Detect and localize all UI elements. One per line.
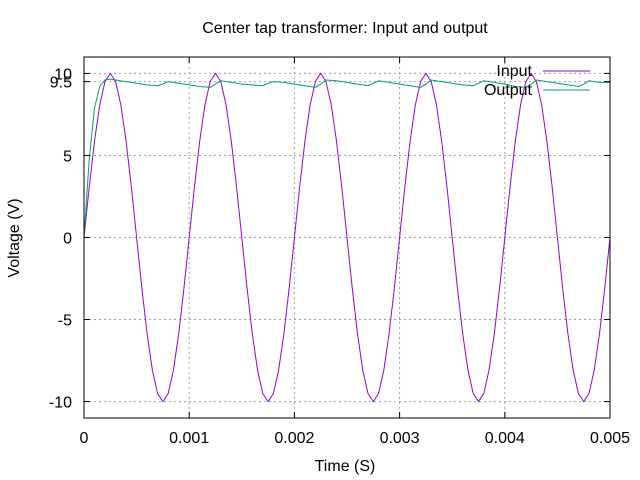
y-tick-label: -5 bbox=[58, 313, 72, 330]
y-tick-label: 0 bbox=[63, 231, 72, 248]
x-tick-label: 0.004 bbox=[485, 430, 525, 447]
x-tick-label: 0 bbox=[80, 430, 89, 447]
y-axis-label: Voltage (V) bbox=[6, 198, 23, 277]
y-tick-label: 9.5 bbox=[50, 75, 72, 92]
x-axis-label: Time (S) bbox=[315, 458, 376, 475]
plot-area bbox=[83, 72, 611, 403]
axis-ticks: 0 0.001 0.002 0.003 0.004 0.005 -10 -5 0 5 9.510 bbox=[49, 57, 630, 447]
x-tick-label: 0.002 bbox=[274, 430, 314, 447]
x-tick-label: 0.001 bbox=[169, 430, 209, 447]
series-line-input bbox=[83, 72, 611, 403]
legend-label-output: Output bbox=[484, 82, 533, 99]
y-tick-label: 10 bbox=[54, 66, 72, 83]
y-tick-label: -10 bbox=[49, 395, 72, 412]
x-tick-label: 0.003 bbox=[380, 430, 420, 447]
chart-title: Center tap transformer: Input and output bbox=[202, 20, 488, 37]
legend-label-input: Input bbox=[496, 63, 532, 80]
y-tick-label: 5 bbox=[63, 148, 72, 165]
x-tick-label: 0.005 bbox=[590, 430, 630, 447]
series-line-output bbox=[83, 78, 610, 238]
legend: Input Output bbox=[484, 63, 590, 99]
